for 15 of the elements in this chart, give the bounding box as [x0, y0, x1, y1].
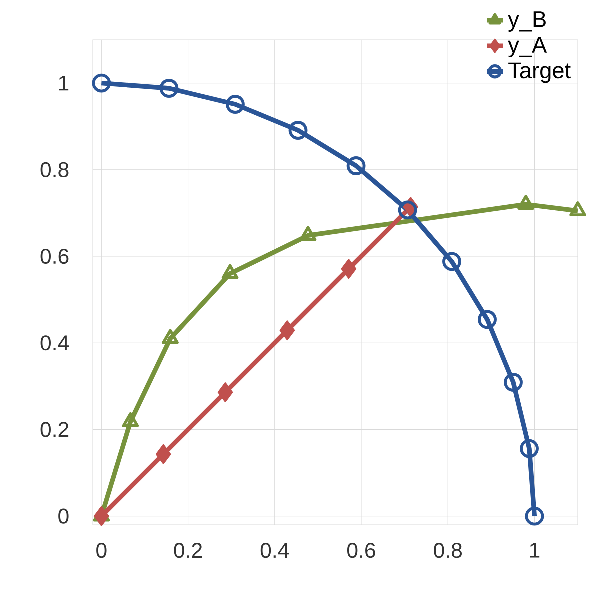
y-tick-label: 0.4 — [40, 336, 69, 351]
legend-label: y_A — [508, 37, 548, 58]
y-tick-label: 0.8 — [40, 162, 69, 178]
y-tick-label: 0.6 — [40, 248, 69, 264]
y-tick-label: 0 — [58, 508, 69, 524]
x-tick-label: 0.8 — [434, 543, 462, 558]
y-tick-label: 0.2 — [40, 422, 69, 438]
x-tick-label: 0.4 — [260, 543, 290, 558]
x-tick-label: 0 — [96, 543, 107, 558]
x-tick-label: 1 — [530, 543, 540, 558]
legend-label: Target — [508, 62, 571, 84]
legend-label: y_B — [508, 12, 546, 32]
x-tick-label: 0.2 — [174, 543, 202, 558]
x-tick-label: 0.6 — [347, 543, 376, 558]
y-tick-label: 1 — [59, 76, 69, 91]
